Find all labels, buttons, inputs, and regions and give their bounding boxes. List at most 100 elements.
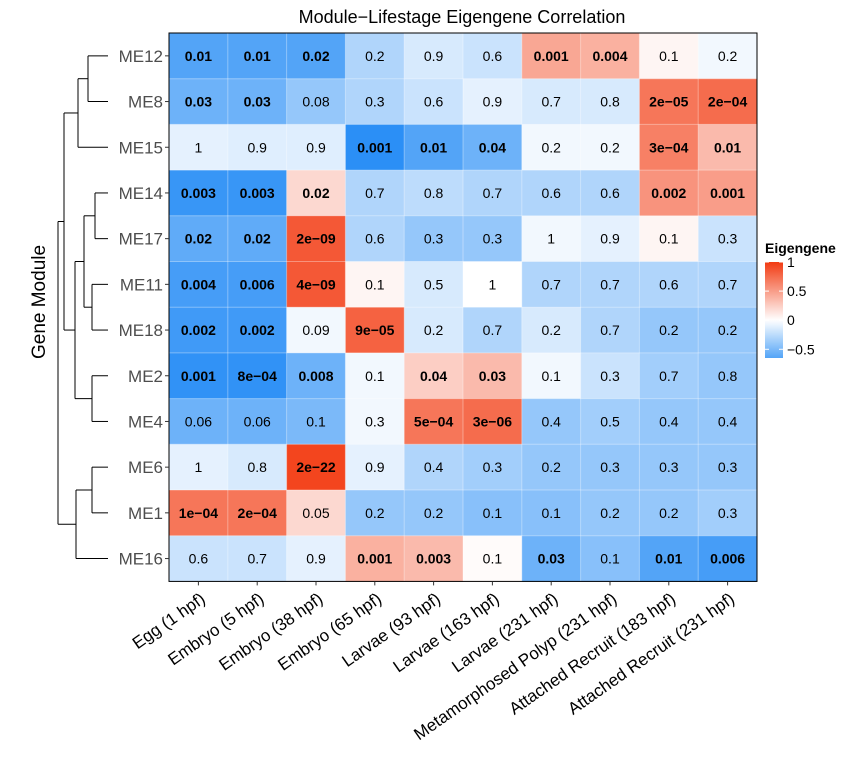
cell-pvalue-label: 0.06 [185, 413, 212, 429]
heatmap-cell [463, 215, 523, 262]
cell-pvalue-label: 0.2 [718, 48, 738, 64]
cell-pvalue-label: 0.4 [718, 413, 738, 429]
heatmap-cell [580, 170, 640, 217]
heatmap-cell [227, 398, 288, 445]
heatmap-cell [404, 215, 464, 262]
heatmap-cell [227, 490, 288, 537]
cell-pvalue-label: 0.2 [600, 139, 620, 155]
heatmap-cell [404, 170, 464, 217]
heatmap-cell [698, 444, 758, 491]
cell-pvalue-label: 0.6 [659, 276, 679, 292]
row-label: ME4 [128, 412, 163, 431]
row-label: ME16 [119, 550, 163, 569]
column-label: Embryo (38 hpf) [216, 589, 327, 674]
y-axis-label: Gene Module [29, 245, 50, 359]
row-label: ME1 [128, 504, 163, 523]
heatmap-cell [580, 307, 640, 354]
heatmap-cell [698, 307, 758, 354]
cell-pvalue-label: 0.7 [600, 276, 620, 292]
heatmap-cell [345, 444, 405, 491]
cell-pvalue-label: 0.09 [302, 322, 329, 338]
heatmap-cell [227, 78, 288, 125]
heatmap-cell [698, 398, 758, 445]
cell-pvalue-label: 0.3 [483, 231, 503, 247]
cell-pvalue-label: 0.2 [659, 505, 679, 521]
cell-pvalue-label: 0.3 [718, 231, 738, 247]
cell-pvalue-label: 0.01 [244, 48, 271, 64]
heatmap-cell [169, 444, 229, 491]
heatmap-cell [463, 444, 523, 491]
heatmap-cell [521, 78, 582, 125]
cell-pvalue-label: 0.01 [420, 139, 447, 155]
cell-pvalue-label: 0.2 [600, 505, 620, 521]
heatmap-cell [345, 490, 405, 537]
legend-title: Eigengene [765, 240, 836, 256]
heatmap-cell [169, 170, 229, 217]
heatmap-cell [639, 170, 699, 217]
heatmap-cell [521, 490, 582, 537]
heatmap-cell [345, 261, 405, 308]
heatmap-cell [580, 444, 640, 491]
cell-pvalue-label: 0.1 [659, 231, 679, 247]
cell-pvalue-label: 0.001 [357, 139, 392, 155]
heatmap-cell [580, 33, 640, 80]
cell-pvalue-label: 0.01 [714, 139, 741, 155]
cell-pvalue-label: 0.3 [718, 505, 738, 521]
heatmap-cell [227, 215, 288, 262]
heatmap-cell [345, 307, 405, 354]
heatmap-cell [169, 33, 229, 80]
cell-pvalue-label: 1 [547, 231, 555, 247]
cell-pvalue-label: 0.001 [710, 185, 745, 201]
cell-pvalue-label: 0.2 [541, 322, 561, 338]
heatmap-cell [463, 170, 523, 217]
cell-pvalue-label: 0.2 [541, 459, 561, 475]
heatmap-cell [698, 490, 758, 537]
row-labels: ME12 ME8 ME15 ME14 ME17 ME11 ME18 ME2 ME4 ME6 ME1 M… [119, 47, 169, 569]
heatmap-cell [639, 261, 699, 308]
cell-pvalue-label: 0.003 [181, 185, 216, 201]
cell-pvalue-label: 0.3 [424, 231, 444, 247]
heatmap-cell [639, 78, 699, 125]
heatmap-cell [698, 352, 758, 400]
cell-pvalue-label: 0.002 [181, 322, 216, 338]
cell-pvalue-label: 0.2 [424, 322, 444, 338]
heatmap-cell [404, 124, 464, 171]
cell-pvalue-label: 0.2 [365, 48, 385, 64]
cell-pvalue-label: 3e−04 [649, 139, 689, 155]
cell-pvalue-label: 0.2 [718, 322, 738, 338]
heatmap-cell [286, 352, 346, 400]
heatmap-cell [169, 307, 229, 354]
cell-pvalue-label: 3e−06 [473, 413, 513, 429]
cell-pvalue-label: 0.8 [600, 94, 620, 110]
cell-pvalue-label: 8e−04 [238, 368, 278, 384]
heatmap-cell [639, 307, 699, 354]
heatmap-cell [227, 307, 288, 354]
heatmap-cell [521, 398, 582, 445]
cell-pvalue-label: 0.03 [244, 94, 271, 110]
cell-pvalue-label: 0.4 [659, 413, 679, 429]
heatmap-cell [169, 352, 229, 400]
cell-pvalue-label: 0.3 [365, 94, 385, 110]
heatmap-cell [639, 535, 699, 582]
heatmap-cell [580, 535, 640, 582]
heatmap-cell [345, 78, 405, 125]
cell-pvalue-label: 0.8 [424, 185, 444, 201]
cell-pvalue-label: 0.1 [659, 48, 679, 64]
heatmap-cell [404, 535, 464, 582]
cell-pvalue-label: 0.2 [424, 505, 444, 521]
cell-pvalue-label: 9e−05 [355, 322, 395, 338]
heatmap-cell [580, 352, 640, 400]
row-label: ME18 [119, 321, 163, 340]
cell-pvalue-label: 0.1 [306, 413, 326, 429]
cell-pvalue-label: 0.5 [424, 276, 444, 292]
cell-pvalue-label: 0.02 [302, 185, 329, 201]
heatmap-cell [404, 78, 464, 125]
heatmap-cell [463, 535, 523, 582]
heatmap-cell [521, 352, 582, 400]
heatmap-cell [286, 78, 346, 125]
heatmap-cell [227, 33, 288, 80]
heatmap-cell [463, 261, 523, 308]
heatmap-cell [286, 170, 346, 217]
cell-pvalue-label: 0.004 [592, 48, 627, 64]
